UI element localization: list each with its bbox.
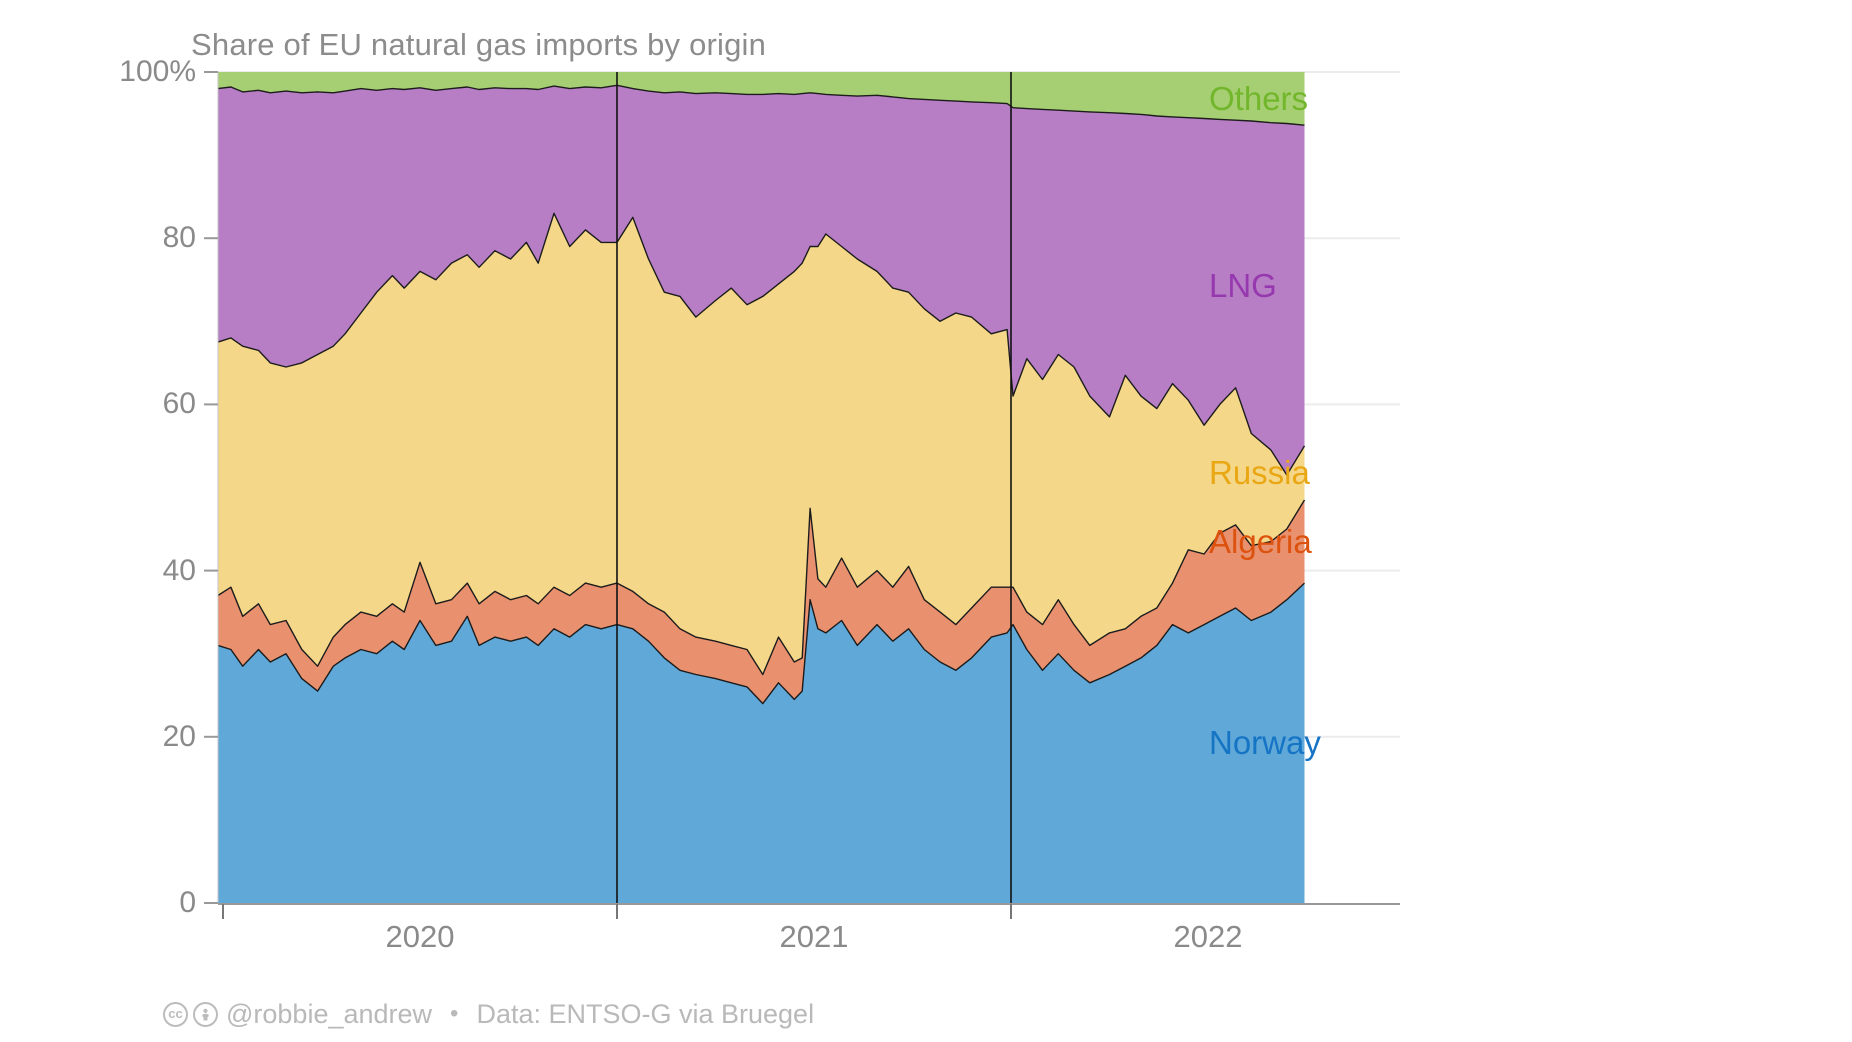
legend-lng: LNG (1209, 266, 1277, 304)
y-axis-label-80: 80 (162, 221, 196, 255)
x-axis-label-2021: 2021 (779, 919, 849, 954)
x-axis-label-2020: 2020 (385, 919, 455, 954)
chart-footer: cc @robbie_andrew • Data: ENTSO-G via Br… (163, 999, 814, 1029)
legend-norway: Norway (1209, 724, 1321, 762)
legend-others: Others (1209, 79, 1309, 117)
person-glyph (202, 1008, 209, 1020)
norway-boundary-line (217, 582, 1305, 705)
x-axis-label-2022: 2022 (1173, 919, 1243, 954)
author-handle: @robbie_andrew (226, 999, 433, 1029)
russia-boundary-line (217, 212, 1306, 476)
area-russia (217, 213, 1305, 675)
footer-separator: • (450, 1000, 459, 1027)
y-axis-label-60: 60 (162, 387, 196, 421)
data-source: Data: ENTSO-G via Bruegel (476, 999, 815, 1029)
chart-title: Share of EU natural gas imports by origi… (191, 27, 767, 62)
y-axis-label-100: 100% (119, 55, 196, 88)
attribution-person-icon (193, 1001, 218, 1027)
lng-boundary-line (217, 84, 1305, 126)
cc-license-icon: cc (163, 1001, 188, 1027)
area-norway (217, 583, 1305, 903)
legend-russia: Russia (1209, 453, 1310, 491)
cc-icon-text: cc (168, 1006, 183, 1021)
algeria-boundary-line (217, 499, 1306, 676)
y-axis-label-40: 40 (162, 553, 196, 587)
legend-algeria: Algeria (1209, 522, 1312, 560)
area-lng (217, 85, 1305, 476)
area-algeria (217, 500, 1305, 704)
y-axis-label-20: 20 (162, 719, 196, 753)
area-others (217, 72, 1305, 126)
y-axis-label-0: 0 (179, 886, 196, 919)
